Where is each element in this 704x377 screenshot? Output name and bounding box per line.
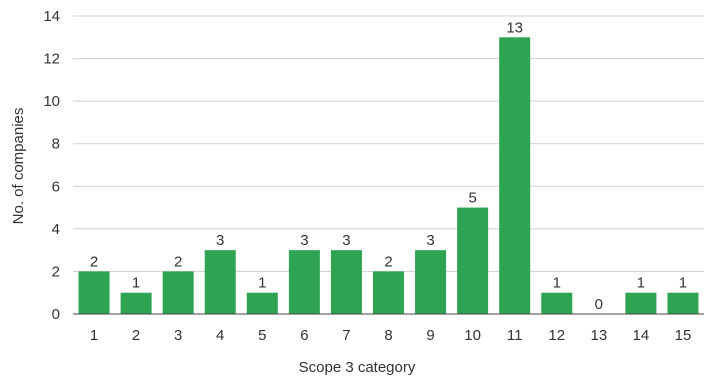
bar bbox=[415, 250, 447, 314]
x-axis-title: Scope 3 category bbox=[299, 359, 416, 376]
x-tick-label: 7 bbox=[342, 327, 350, 344]
y-tick-label: 14 bbox=[43, 8, 60, 25]
bars bbox=[78, 37, 699, 315]
bar bbox=[246, 292, 278, 314]
data-label: 3 bbox=[216, 232, 224, 249]
bar bbox=[373, 271, 404, 314]
bar bbox=[667, 292, 699, 314]
data-label: 2 bbox=[90, 253, 98, 270]
x-tick-label: 3 bbox=[174, 327, 182, 344]
x-tick-label: 9 bbox=[426, 327, 434, 344]
bar bbox=[541, 292, 573, 314]
x-tick-label: 14 bbox=[633, 327, 650, 344]
data-label: 1 bbox=[132, 275, 140, 292]
bar bbox=[78, 271, 110, 314]
y-axis-title: No. of companies bbox=[10, 108, 27, 225]
y-tick-labels: 0 2 4 6 8 10 12 14 bbox=[43, 8, 60, 323]
y-tick-label: 8 bbox=[52, 136, 60, 153]
x-tick-label: 11 bbox=[507, 327, 523, 344]
data-label: 5 bbox=[468, 190, 476, 207]
data-label: 2 bbox=[174, 253, 182, 270]
bar bbox=[162, 271, 194, 314]
data-label: 1 bbox=[637, 275, 645, 292]
x-tick-label: 13 bbox=[590, 327, 607, 344]
y-tick-label: 4 bbox=[52, 221, 60, 238]
y-tick-label: 10 bbox=[43, 93, 60, 110]
data-label: 3 bbox=[300, 232, 308, 249]
gridlines bbox=[73, 15, 704, 272]
y-tick-label: 2 bbox=[52, 263, 60, 280]
x-tick-label: 5 bbox=[258, 327, 266, 344]
y-tick-label: 0 bbox=[52, 306, 60, 323]
x-tick-label: 12 bbox=[548, 327, 565, 344]
bar bbox=[288, 250, 320, 314]
x-tick-label: 1 bbox=[90, 327, 98, 344]
bar bbox=[120, 292, 152, 314]
bar bbox=[330, 250, 362, 314]
y-tick-label: 12 bbox=[43, 51, 60, 68]
x-tick-labels: 1 2 3 4 5 6 7 8 9 10 11 12 13 14 15 bbox=[90, 327, 691, 344]
bar bbox=[499, 37, 531, 315]
bar bbox=[204, 250, 236, 314]
data-label: 3 bbox=[342, 232, 350, 249]
x-tick-label: 4 bbox=[216, 327, 224, 344]
data-label: 1 bbox=[553, 275, 561, 292]
x-tick-label: 15 bbox=[675, 327, 692, 344]
y-tick-label: 6 bbox=[52, 178, 60, 195]
data-label: 13 bbox=[506, 19, 523, 36]
data-label: 2 bbox=[384, 253, 392, 270]
x-tick-label: 10 bbox=[464, 327, 481, 344]
x-tick-label: 6 bbox=[300, 327, 308, 344]
x-tick-label: 2 bbox=[132, 327, 140, 344]
data-label: 1 bbox=[679, 275, 687, 292]
bar bbox=[625, 292, 657, 314]
x-tick-label: 8 bbox=[384, 327, 392, 344]
bar bbox=[457, 207, 489, 314]
data-label: 0 bbox=[595, 296, 603, 313]
data-label: 3 bbox=[426, 232, 434, 249]
data-label: 1 bbox=[258, 275, 266, 292]
